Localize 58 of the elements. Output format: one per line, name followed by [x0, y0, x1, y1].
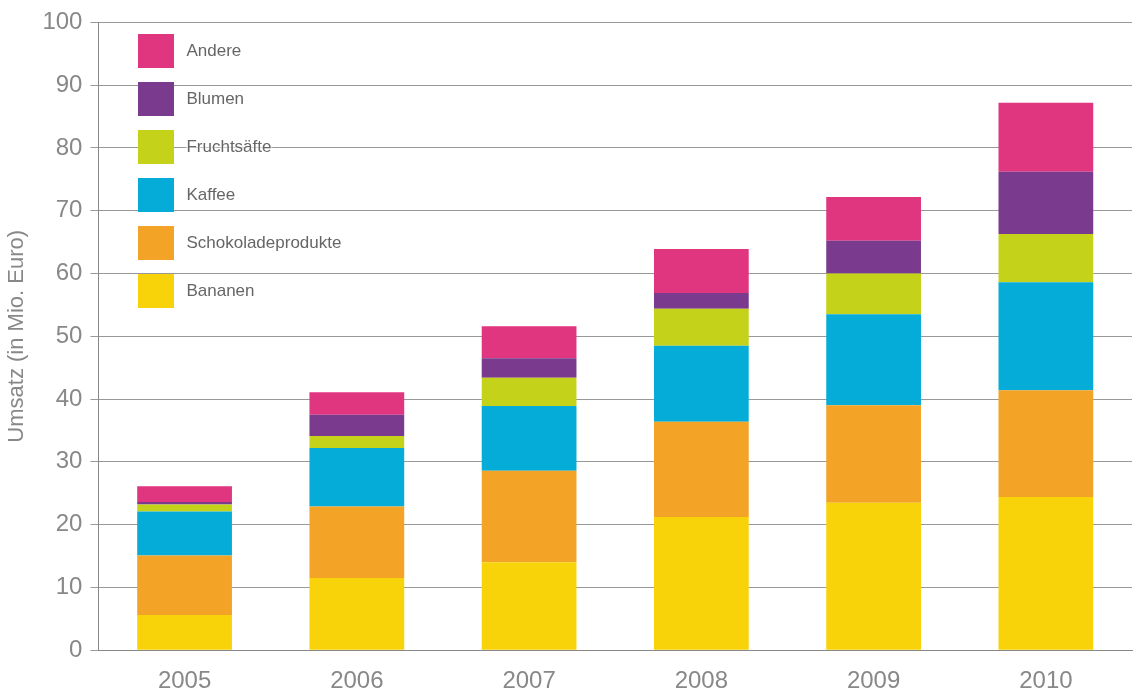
bar: [998, 497, 1094, 650]
bar: [653, 292, 749, 309]
bar: [653, 249, 749, 293]
x-tick-label: 2007: [502, 666, 556, 694]
bar: [481, 377, 577, 406]
bar: [137, 511, 232, 556]
y-tick-label: 30: [55, 446, 83, 474]
legend-label: Kaffee: [186, 185, 236, 206]
bar: [998, 171, 1094, 234]
legend-label: Andere: [186, 41, 242, 62]
bar: [309, 448, 405, 507]
bar: [826, 405, 921, 503]
y-tick-label: 70: [55, 195, 83, 223]
x-tick-label: 2008: [674, 666, 729, 694]
bar: [653, 517, 749, 650]
x-tick-label: 2010: [1019, 666, 1073, 694]
bar: [137, 615, 232, 650]
bar: [481, 470, 577, 563]
y-tick-label: 0: [69, 634, 83, 662]
y-tick-label: 40: [55, 383, 83, 411]
bar: [137, 555, 232, 616]
bar: [998, 390, 1094, 498]
bar: [826, 273, 921, 315]
legend-label: Schokoladeprodukte: [186, 233, 342, 254]
bar: [137, 486, 232, 503]
y-tick-label: 90: [55, 69, 83, 97]
y-tick-label: 60: [55, 258, 83, 286]
y-tick-label: 100: [42, 7, 83, 35]
bar: [309, 414, 405, 437]
bar: [481, 358, 577, 378]
bar: [653, 421, 749, 518]
bar: [481, 562, 577, 650]
x-tick-label: 2006: [330, 666, 384, 694]
y-tick-label: 50: [55, 320, 83, 348]
bar: [998, 102, 1094, 172]
x-tick-label: 2009: [846, 666, 901, 694]
bar: [826, 240, 921, 274]
y-tick-label: 20: [55, 509, 83, 537]
legend-label: Blumen: [186, 89, 245, 110]
bar: [481, 405, 577, 471]
bar: [653, 308, 749, 346]
bar: [137, 502, 232, 505]
bar: [826, 314, 921, 406]
y-tick-label: 80: [55, 132, 83, 160]
bar: [653, 345, 749, 422]
legend-label: Bananen: [186, 281, 255, 302]
bar: [998, 233, 1094, 283]
bar: [826, 502, 921, 650]
bar: [309, 578, 405, 650]
y-tick-label: 10: [55, 572, 83, 600]
bar: [826, 196, 921, 241]
bar: [481, 326, 577, 359]
bar: [998, 282, 1094, 391]
bar: [309, 506, 405, 578]
bar: [309, 392, 405, 415]
bar: [309, 436, 405, 449]
x-tick-label: 2005: [157, 666, 212, 694]
y-axis-title: Umsatz (in Mio. Euro): [3, 229, 29, 443]
